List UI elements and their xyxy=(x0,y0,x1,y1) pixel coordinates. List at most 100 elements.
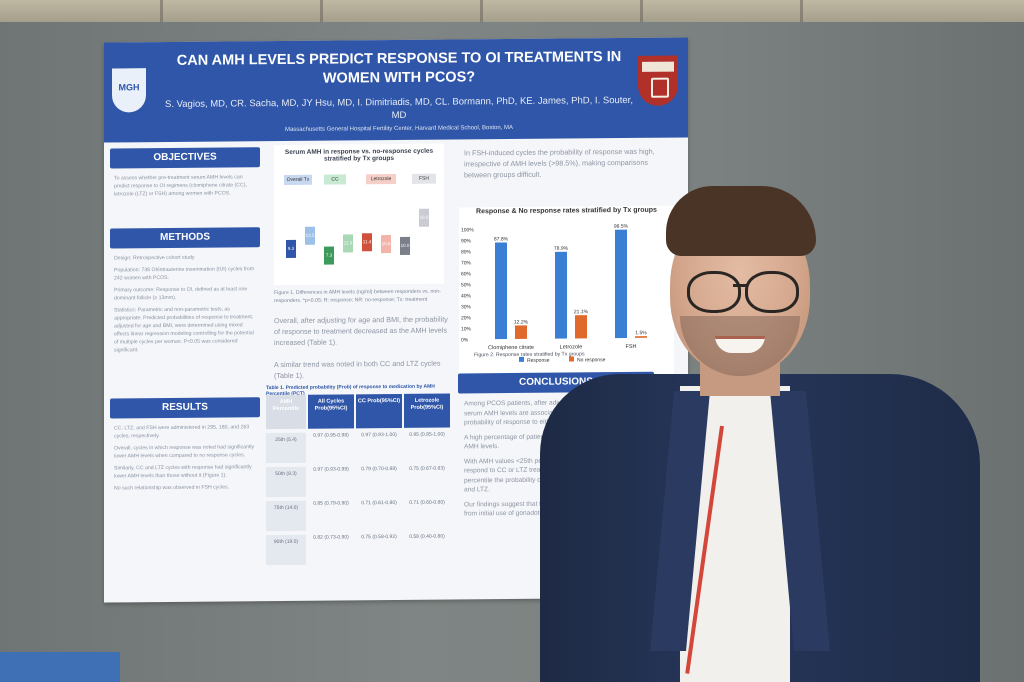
fig1-box-label: 18.6 xyxy=(419,215,429,221)
figure-2-chart: 0% 10% 20% 30% 40% 50% 60% 70% 80% 90% 100% 87.8% 12… xyxy=(461,224,647,364)
middle-bullet: Overall, after adjusting for age and BMI… xyxy=(274,314,448,348)
y-tick-label: 10% xyxy=(461,326,472,332)
table-header-cell: All Cycles Prob(95%CI) xyxy=(308,394,354,429)
y-tick-label: 100% xyxy=(461,227,474,233)
data-label: 98.5% xyxy=(614,224,629,230)
table-cell: 0.97 (0.95-0.98) xyxy=(313,432,349,439)
x-category-label: Clomiphene citrate xyxy=(488,345,534,351)
methods-statistics: Statistics: Parametric and non-parametri… xyxy=(114,306,254,354)
bar-no-response xyxy=(575,315,587,339)
poster-header: MGH CAN AMH LEVELS PREDICT RESPONSE TO O… xyxy=(104,37,688,143)
table-cell: 25th (5.4) xyxy=(266,432,306,464)
bar-response xyxy=(495,242,507,340)
mgh-shield-logo: MGH xyxy=(112,68,146,113)
results-line: Similarly, CC and LTZ cycles with respon… xyxy=(114,464,252,480)
fig1-box-label: 11.4 xyxy=(362,238,372,244)
legend-swatch xyxy=(569,356,574,362)
objectives-heading: OBJECTIVES xyxy=(110,147,260,169)
table-cell: 0.82 (0.73-0.90) xyxy=(313,534,349,541)
y-tick-label: 20% xyxy=(461,315,472,321)
data-label: 78.9% xyxy=(554,246,569,252)
smile xyxy=(715,336,765,353)
x-category-label: FSH xyxy=(626,344,637,350)
hair xyxy=(666,186,816,256)
table-header-cell: CC Prob(95%CI) xyxy=(356,393,402,429)
table-cell: 0.75 (0.67-0.83) xyxy=(409,465,445,472)
table-cell: 0.97 (0.93-0.99) xyxy=(313,466,349,473)
results-line: Overall, cycles in which response was no… xyxy=(114,444,255,460)
results-line: No such relationship was observed in FSH… xyxy=(114,484,230,492)
results-line: CC, LTZ, and FSH were administered in 29… xyxy=(114,424,250,440)
methods-population: Population: 736 OI/intrauterine insemina… xyxy=(114,266,255,282)
poster-affiliation: Massachusetts General Hospital Fertility… xyxy=(284,124,514,133)
fig1-box-label: 7.3 xyxy=(325,252,333,258)
poster-title: CAN AMH LEVELS PREDICT RESPONSE TO OI TR… xyxy=(176,49,622,87)
middle-bullet: A similar trend was noted in both CC and… xyxy=(274,358,441,381)
glasses-left-lens xyxy=(687,271,741,313)
y-tick-label: 0% xyxy=(461,337,469,343)
carpet xyxy=(0,652,120,682)
legend-label: Response xyxy=(527,358,550,364)
data-label: 87.8% xyxy=(494,236,509,242)
bar-response xyxy=(615,229,627,339)
objectives-text: To assess whether pre-treatment serum AM… xyxy=(114,174,247,198)
table-cell: 75th (14.0) xyxy=(266,500,306,532)
table-cell: 0.97 (0.93-1.00) xyxy=(361,431,397,439)
fig1-box-label: 10.0 xyxy=(400,242,410,248)
y-tick-label: 70% xyxy=(461,260,472,266)
table-cell: 0.79 (0.70-0.88) xyxy=(361,465,397,473)
figure-1-caption: Figure 1. Differences in AMH levels (ng/… xyxy=(274,288,441,305)
fig1-legend-overall: Overall Tx xyxy=(284,174,312,185)
figure-1-title: Serum AMH in response vs. no-response cy… xyxy=(284,147,434,163)
glasses-right-lens xyxy=(745,271,799,313)
fig1-legend-cc: CC xyxy=(324,174,346,185)
fig1-box-label: 9.3 xyxy=(287,246,295,252)
y-tick-label: 30% xyxy=(461,304,472,310)
y-tick-label: 90% xyxy=(461,238,472,244)
methods-outcome: Primary outcome: Response to OI, defined… xyxy=(114,286,248,302)
bar-response xyxy=(555,251,567,339)
harvard-crest-logo xyxy=(638,55,678,106)
table-cell: 0.95 (0.85-1.00) xyxy=(409,431,445,438)
methods-text: Design: Retrospective cohort study Popul… xyxy=(114,253,258,354)
results-heading: RESULTS xyxy=(110,397,260,419)
table-header-cell: Letrozole Prob(95%CI) xyxy=(404,393,450,428)
presenter-person xyxy=(540,186,980,682)
figure-2: Response & No response rates stratified … xyxy=(459,205,674,378)
data-label: 1.5% xyxy=(635,330,647,336)
legend-swatch xyxy=(519,356,524,362)
x-category-label: Letrozole xyxy=(560,344,583,350)
fig1-box-label: 13.5 xyxy=(305,232,315,238)
y-tick-label: 80% xyxy=(461,249,472,255)
data-label: 21.1% xyxy=(574,309,589,315)
table-cell: 0.71 (0.61-0.80) xyxy=(361,499,397,507)
bar-no-response xyxy=(635,336,647,338)
poster-authors: S. Vagios, MD, CR. Sacha, MD, JY Hsu, MD… xyxy=(165,94,633,122)
data-label: 12.2% xyxy=(514,319,529,325)
fig1-box-label: 11.0 xyxy=(343,240,353,246)
table-cell: 0.58 (0.40-0.80) xyxy=(409,533,445,540)
table-cell: 50th (8.3) xyxy=(266,466,306,498)
fig1-legend-letrozole: Letrozole xyxy=(366,174,396,185)
research-poster: MGH CAN AMH LEVELS PREDICT RESPONSE TO O… xyxy=(104,37,688,603)
table-cell: 0.71 (0.60-0.80) xyxy=(409,499,445,506)
table-cell: 90th (19.0) xyxy=(266,534,306,566)
table-cell: 0.85 (0.79-0.90) xyxy=(313,500,349,507)
y-tick-label: 60% xyxy=(461,271,472,277)
figure-1: Serum AMH in response vs. no-response cy… xyxy=(274,143,444,286)
fig1-box-label: 10.6 xyxy=(381,241,391,247)
table-1: Table 1. Predicted probability (Prob) of… xyxy=(266,383,454,575)
right-bullet: In FSH-induced cycles the probability of… xyxy=(464,146,655,180)
methods-design: Design: Retrospective cohort study xyxy=(114,254,195,262)
fig1-legend-fsh: FSH xyxy=(412,173,436,184)
glasses-bridge xyxy=(733,284,747,287)
y-tick-label: 40% xyxy=(461,293,472,299)
bar-no-response xyxy=(515,325,527,339)
table-cell: 0.75 (0.58-0.92) xyxy=(361,533,397,541)
legend-label: No response xyxy=(577,357,606,363)
results-text: CC, LTZ, and FSH were administered in 29… xyxy=(114,423,258,492)
y-tick-label: 50% xyxy=(461,282,472,288)
methods-heading: METHODS xyxy=(110,227,260,249)
table-header-cell: AMH Percentile xyxy=(266,394,306,430)
